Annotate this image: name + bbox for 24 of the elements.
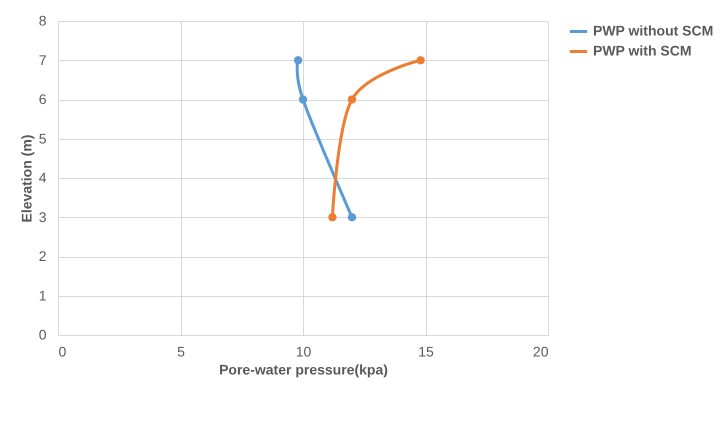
legend-label: PWP with SCM	[593, 42, 692, 58]
point	[348, 95, 356, 104]
x-axis-title: Pore-water pressure(kpa)	[219, 362, 388, 378]
x-tick-label: 5	[177, 344, 186, 360]
y-tick-label: 2	[38, 248, 47, 264]
point	[298, 95, 308, 104]
x-tick-label: 20	[532, 344, 549, 360]
y-tick-label: 3	[38, 208, 47, 225]
x-tick-label: 15	[418, 344, 434, 360]
y-tick-label: 1	[38, 287, 47, 304]
point	[348, 213, 356, 222]
y-tick-label: 5	[38, 130, 47, 146]
legend-label: PWP without SCM	[593, 22, 714, 38]
point	[328, 213, 337, 222]
y-tick-label: 4	[38, 170, 47, 186]
y-tick-label: 0	[38, 326, 47, 342]
y-tick-label: 8	[38, 12, 47, 28]
y-tick-label: 6	[38, 91, 47, 107]
y-axis-title: Elevation (m)	[18, 134, 35, 222]
x-tick-label: 10	[296, 344, 312, 360]
y-tick-label: 7	[38, 52, 47, 68]
point	[294, 56, 302, 64]
x-tick-label: 0	[58, 344, 66, 360]
point	[416, 56, 425, 64]
